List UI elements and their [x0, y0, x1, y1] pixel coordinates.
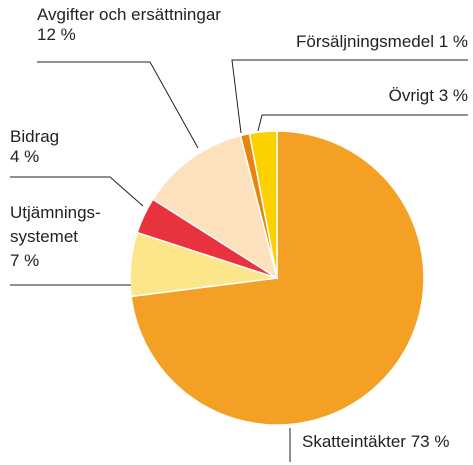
slice-label: Övrigt 3 %: [389, 86, 468, 105]
slice-label: Avgifter och ersättningar 12 %: [37, 5, 221, 44]
label-line: Avgifter och ersättningar: [37, 5, 221, 24]
label-line: Skatteintäkter: [302, 432, 406, 451]
label-line: Bidrag: [10, 127, 59, 146]
value-label: 4 %: [10, 147, 39, 166]
slice-label: Skatteintäkter 73 %: [302, 432, 449, 451]
value-label: 7 %: [10, 251, 39, 270]
slice-label: Försäljningsmedel 1 %: [296, 32, 468, 51]
leader-line: [37, 61, 199, 149]
value-label: 73 %: [411, 432, 450, 451]
leader-line: [257, 114, 468, 132]
slice-label: Utjämnings-systemet 7 %: [10, 203, 101, 270]
label-line: systemet: [10, 227, 78, 246]
value-label: 1 %: [439, 32, 468, 51]
leader-lines: [10, 59, 468, 462]
pie-slice: [151, 134, 279, 280]
leader-line: [10, 176, 144, 207]
label-line: Övrigt: [389, 86, 435, 105]
leader-line: [231, 59, 468, 134]
slice-label: Bidrag 4 %: [10, 127, 59, 166]
pie-slice: [248, 130, 278, 279]
value-label: 12 %: [37, 25, 76, 44]
label-line: Utjämnings-: [10, 203, 101, 222]
label-line: Försäljningsmedel: [296, 32, 434, 51]
value-label: 3 %: [439, 86, 468, 105]
